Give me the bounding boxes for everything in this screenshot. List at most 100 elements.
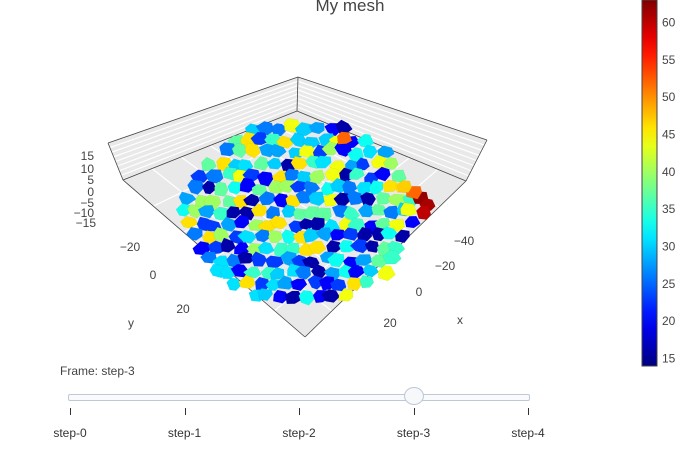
z-tick-label: −10: [74, 206, 95, 220]
colorbar-tick-label: 45: [662, 127, 676, 141]
mesh-cell: [375, 191, 392, 205]
mesh-cell: [290, 155, 308, 170]
mesh-cell: [290, 278, 308, 292]
mesh-cell: [250, 131, 270, 146]
y-tick-label: 20: [176, 302, 190, 316]
slider-tick: [528, 408, 529, 415]
mesh-cell: [254, 156, 270, 171]
mesh-cell: [257, 241, 275, 255]
colorbar-tick-label: 30: [662, 239, 676, 253]
mesh-cell: [256, 171, 274, 187]
mesh-cell: [250, 203, 268, 217]
mesh-cell: [190, 169, 209, 183]
colorbar-tick-label: 20: [662, 314, 676, 328]
mesh-cell: [272, 289, 290, 304]
slider-step-step-2[interactable]: step-2: [282, 426, 316, 440]
colorbar-tick-label: 15: [662, 352, 676, 366]
mesh-cell: [268, 143, 287, 158]
mesh-cell: [269, 215, 288, 230]
mesh-cell: [226, 277, 241, 292]
mesh-cell: [226, 206, 242, 219]
mesh-cell: [258, 191, 277, 206]
mesh-cell: [382, 179, 401, 193]
mesh-cell: [329, 228, 347, 241]
mesh-cell: [338, 287, 354, 302]
mesh-cell: [314, 155, 332, 169]
mesh-cell: [359, 191, 377, 206]
mesh-cell: [314, 207, 332, 222]
mesh-cell: [359, 274, 375, 289]
mesh-cell: [242, 266, 262, 279]
mesh-cell: [201, 180, 217, 195]
colorbar: 15 20 25 30 35 40 45 50 55 60: [641, 0, 676, 367]
mesh-cell: [357, 203, 374, 218]
mesh-surface: [175, 118, 436, 306]
mesh-cell: [220, 216, 237, 232]
mesh-cell: [255, 120, 275, 136]
mesh-cell: [400, 202, 418, 217]
mesh-cell: [394, 229, 410, 244]
frame-slider[interactable]: step-0 step-1 step-2 step-3 step-4: [50, 384, 550, 444]
mesh-cell: [238, 274, 256, 289]
grid-line: [296, 106, 469, 177]
axis-edge: [296, 76, 299, 112]
x-tick-label: 20: [383, 316, 397, 330]
x-tick-label: 0: [416, 285, 423, 299]
slider-rail[interactable]: [68, 394, 530, 401]
mesh-cell: [295, 190, 314, 204]
mesh-cell: [267, 229, 283, 244]
grid-line: [297, 89, 480, 156]
mesh-cell: [231, 143, 248, 159]
mesh-cell: [236, 229, 257, 244]
grid-line: [111, 84, 298, 153]
mesh-cell: [298, 289, 317, 306]
mesh-cell: [258, 143, 276, 158]
z-tick-label: 10: [81, 162, 95, 176]
mesh-cell: [326, 252, 345, 268]
colorbar-tick-label: 40: [662, 165, 676, 179]
grid-line: [297, 84, 482, 151]
slider-handle[interactable]: [403, 387, 424, 405]
mesh-cell: [349, 167, 365, 181]
mesh-cell: [197, 205, 216, 219]
colorbar-tick-label: 55: [662, 53, 676, 67]
axis-edge: [297, 76, 488, 141]
colorbar-gradient: [641, 0, 658, 367]
slider-step-step-4[interactable]: step-4: [511, 426, 545, 440]
colorbar-tick-label: 60: [662, 15, 676, 29]
mesh-cell: [257, 288, 274, 302]
z-tick-label: −5: [80, 196, 94, 210]
slider-tick: [184, 408, 186, 415]
slider-tick: [299, 408, 300, 415]
mesh-cell: [336, 131, 353, 145]
mesh-cell: [307, 275, 325, 290]
mesh-cell: [318, 275, 336, 291]
slider-tick: [413, 408, 415, 415]
grid-line: [113, 89, 298, 158]
grid-line: [297, 80, 485, 146]
mesh-cell: [346, 276, 362, 292]
slider-step-step-1[interactable]: step-1: [167, 426, 202, 440]
mesh-cell: [362, 263, 380, 278]
mesh-cell: [308, 169, 326, 185]
mesh-cell: [250, 251, 268, 267]
mesh-cell: [347, 265, 366, 279]
mesh-cell: [302, 136, 321, 148]
colorbar-tick-label: 35: [662, 202, 676, 216]
mesh-cell: [321, 289, 341, 303]
mesh-cell: [179, 216, 199, 229]
y-axis-label: y: [128, 316, 134, 330]
mesh-cell: [377, 265, 396, 282]
mesh-cell: [185, 226, 203, 241]
mesh-cell: [266, 157, 283, 170]
mesh-cell: [364, 240, 380, 254]
mesh-cell: [362, 144, 378, 159]
slider-step-step-3[interactable]: step-3: [396, 426, 431, 440]
z-tick-label: 0: [87, 185, 94, 199]
mesh-cell: [368, 180, 384, 195]
mesh-cell: [284, 290, 304, 305]
mesh-cell: [276, 275, 295, 290]
mesh-cell: [219, 142, 238, 157]
slider-step-step-0[interactable]: step-0: [53, 426, 87, 440]
